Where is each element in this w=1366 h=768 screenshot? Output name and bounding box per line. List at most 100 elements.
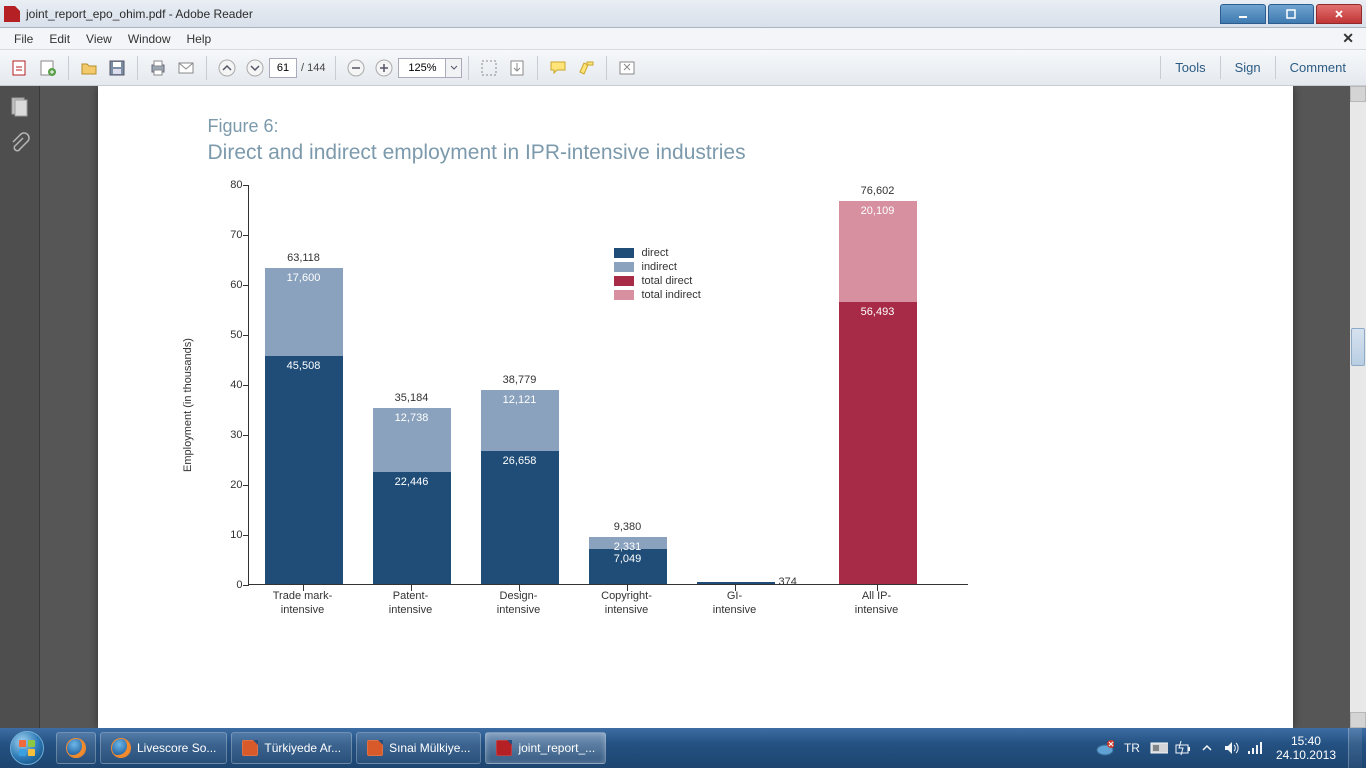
open-icon[interactable]: [77, 56, 101, 80]
y-tick-label: 20: [230, 479, 248, 491]
x-tick-label: Patent-intensive: [363, 589, 459, 617]
tools-panel-button[interactable]: Tools: [1160, 56, 1219, 79]
taskbar-item-label: joint_report_...: [518, 741, 595, 755]
toolbar-separator: [606, 56, 607, 80]
bar-direct-label: 26,658: [481, 455, 559, 467]
legend-item-total-indirect: total indirect: [614, 289, 701, 301]
hand-tool-icon[interactable]: [505, 56, 529, 80]
toolbar: / 144 Tools Sign Comment: [0, 50, 1366, 86]
scroll-up-button[interactable]: [1350, 86, 1366, 102]
toolbar-separator: [68, 56, 69, 80]
zoom-input[interactable]: [398, 58, 446, 78]
taskbar-item-firefox[interactable]: [56, 732, 96, 764]
plot-area: 0102030405060708045,50817,60063,11822,44…: [248, 185, 968, 585]
document-close-button[interactable]: ✕: [1336, 30, 1360, 47]
legend-item-indirect: indirect: [614, 261, 701, 273]
taskbar-item[interactable]: Livescore So...: [100, 732, 227, 764]
save-icon[interactable]: [105, 56, 129, 80]
legend-item-total-direct: total direct: [614, 275, 701, 287]
clock-time: 15:40: [1276, 734, 1336, 748]
x-tick-label: Design-intensive: [471, 589, 567, 617]
page-total-label: / 144: [301, 62, 325, 74]
tray-app-icon[interactable]: [1096, 739, 1114, 757]
y-tick-label: 0: [236, 579, 248, 591]
document-area[interactable]: Figure 6: Direct and indirect employment…: [40, 86, 1350, 728]
y-tick-label: 50: [230, 329, 248, 341]
bar-indirect-label: 17,600: [265, 272, 343, 284]
firefox-icon: [66, 738, 86, 758]
tray-volume-icon[interactable]: [1222, 739, 1240, 757]
zoom-out-icon[interactable]: [344, 56, 368, 80]
toolbar-separator: [206, 56, 207, 80]
y-tick-label: 40: [230, 379, 248, 391]
pdf-page: Figure 6: Direct and indirect employment…: [98, 86, 1293, 728]
toolbar-separator: [335, 56, 336, 80]
zoom-dropdown-icon[interactable]: [446, 58, 462, 78]
vertical-scrollbar[interactable]: [1350, 86, 1366, 728]
menu-file[interactable]: File: [6, 30, 41, 48]
bar-total-label: 38,779: [481, 374, 559, 386]
bar-indirect-label: 2,331: [589, 541, 667, 553]
page-number-input[interactable]: [269, 58, 297, 78]
comment-bubble-icon[interactable]: [546, 56, 570, 80]
taskbar-item[interactable]: joint_report_...: [485, 732, 606, 764]
taskbar-item[interactable]: Sınai Mülkiye...: [356, 732, 481, 764]
tray-battery-icon[interactable]: [1150, 739, 1168, 757]
toolbar-separator: [468, 56, 469, 80]
windows-logo-icon: [10, 731, 44, 765]
highlight-icon[interactable]: [574, 56, 598, 80]
app-icon: [4, 6, 20, 22]
chart: Employment (in thousands) 01020304050607…: [188, 175, 978, 635]
clock[interactable]: 15:40 24.10.2013: [1270, 734, 1342, 762]
tray-network-icon[interactable]: [1246, 739, 1264, 757]
taskbar-item[interactable]: Türkiyede Ar...: [231, 732, 352, 764]
read-mode-icon[interactable]: [615, 56, 639, 80]
close-button[interactable]: [1316, 4, 1362, 24]
titlebar: joint_report_epo_ohim.pdf - Adobe Reader: [0, 0, 1366, 28]
comment-panel-button[interactable]: Comment: [1275, 56, 1360, 79]
menu-help[interactable]: Help: [179, 30, 220, 48]
create-pdf-icon[interactable]: [36, 56, 60, 80]
email-icon[interactable]: [174, 56, 198, 80]
show-desktop-button[interactable]: [1348, 728, 1362, 768]
bar-indirect-label: 374: [779, 576, 839, 588]
language-indicator[interactable]: TR: [1120, 739, 1144, 757]
print-icon[interactable]: [146, 56, 170, 80]
scroll-down-button[interactable]: [1350, 712, 1366, 728]
figure-label: Figure 6:: [208, 116, 1203, 137]
minimize-button[interactable]: [1220, 4, 1266, 24]
zoom-in-icon[interactable]: [372, 56, 396, 80]
powerpoint-icon: [367, 740, 383, 756]
taskbar-item-label: Sınai Mülkiye...: [389, 741, 470, 755]
bar-total-label: 76,602: [839, 185, 917, 197]
tray-power-icon[interactable]: [1174, 739, 1192, 757]
scroll-track[interactable]: [1350, 102, 1366, 712]
menu-edit[interactable]: Edit: [41, 30, 78, 48]
export-pdf-icon[interactable]: [8, 56, 32, 80]
start-button[interactable]: [0, 728, 54, 768]
tray-chevron-up-icon[interactable]: [1198, 739, 1216, 757]
select-tool-icon[interactable]: [477, 56, 501, 80]
bar-direct: [481, 451, 559, 584]
taskbar: Livescore So... Türkiyede Ar... Sınai Mülk…: [0, 728, 1366, 768]
maximize-button[interactable]: [1268, 4, 1314, 24]
sign-panel-button[interactable]: Sign: [1220, 56, 1275, 79]
page-up-icon[interactable]: [215, 56, 239, 80]
thumbnails-icon[interactable]: [9, 96, 31, 118]
y-tick-label: 60: [230, 279, 248, 291]
menubar: File Edit View Window Help ✕: [0, 28, 1366, 50]
page-down-icon[interactable]: [243, 56, 267, 80]
taskbar-item-label: Livescore So...: [137, 741, 216, 755]
bar-indirect-label: 12,738: [373, 412, 451, 424]
legend-item-direct: direct: [614, 247, 701, 259]
attachments-icon[interactable]: [9, 132, 31, 154]
menu-window[interactable]: Window: [120, 30, 179, 48]
bar-direct: [373, 472, 451, 584]
scroll-thumb[interactable]: [1351, 328, 1365, 366]
menu-view[interactable]: View: [78, 30, 120, 48]
figure-title: Direct and indirect employment in IPR-in…: [208, 141, 1203, 165]
y-tick-label: 70: [230, 229, 248, 241]
x-tick-label: GI-intensive: [687, 589, 783, 617]
y-tick-label: 80: [230, 179, 248, 191]
bar-direct-label: 22,446: [373, 476, 451, 488]
